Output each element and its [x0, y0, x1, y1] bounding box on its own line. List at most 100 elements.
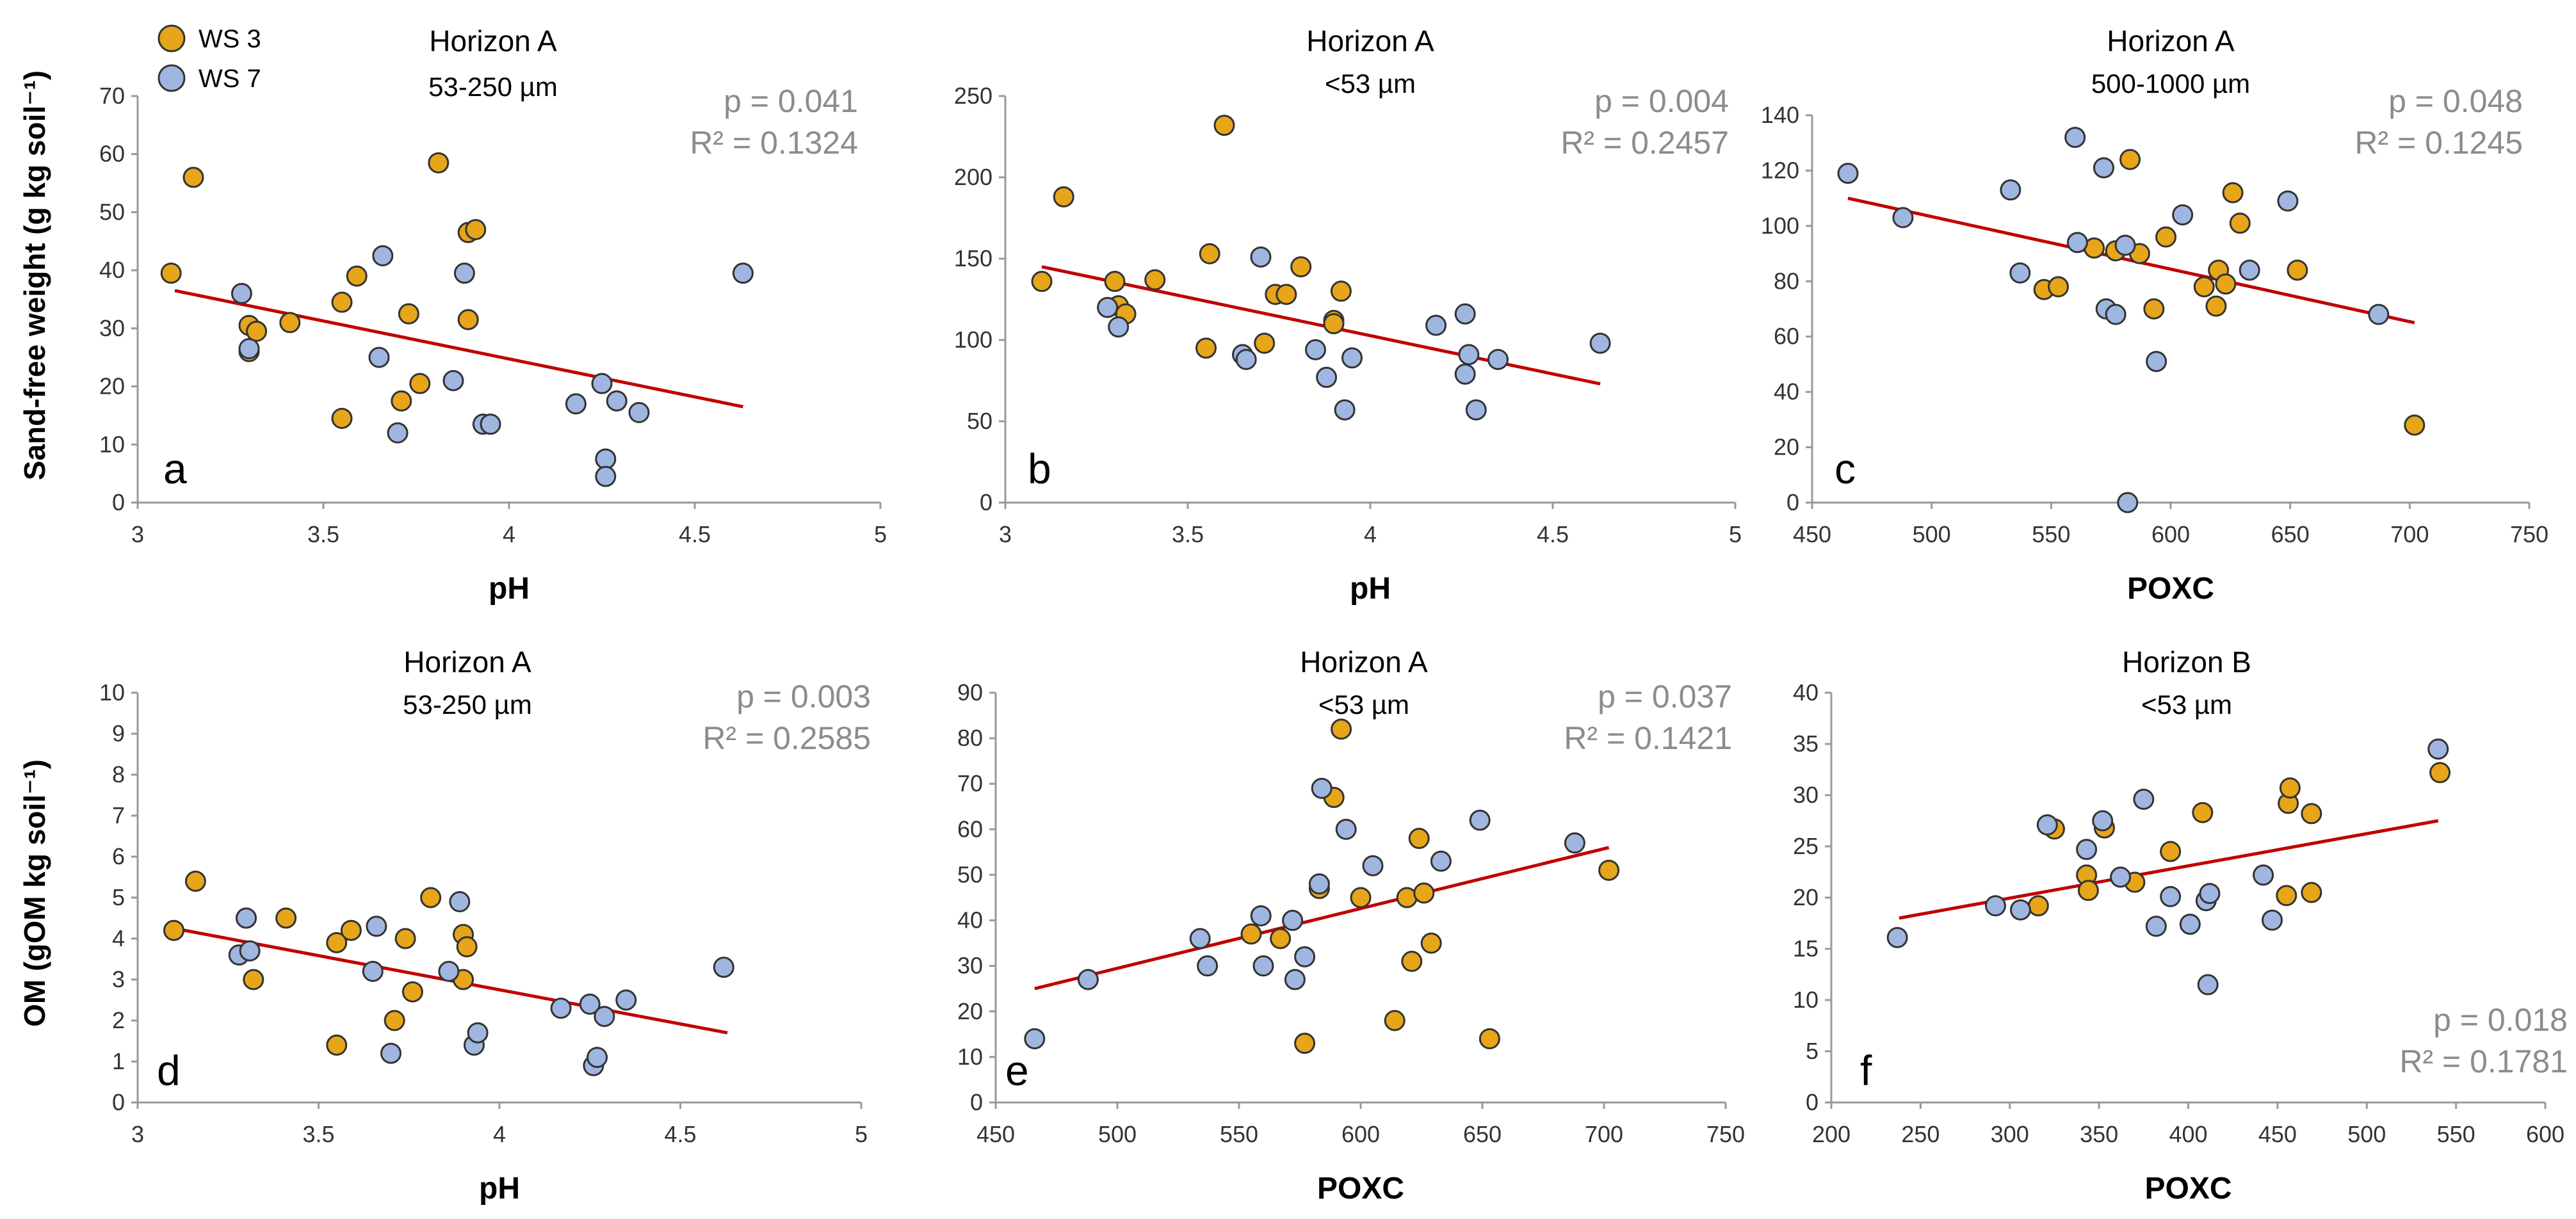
x-tick-label: 5 — [874, 521, 887, 547]
ws3-point — [346, 265, 368, 287]
x-tick-label: 3 — [131, 521, 144, 547]
ws3-point — [331, 291, 353, 313]
x-tick-label: 550 — [2032, 521, 2070, 547]
x-tick-label: 4.5 — [664, 1121, 696, 1147]
ws3-point — [401, 981, 423, 1003]
y-tick-label: 80 — [957, 725, 983, 751]
ws3-point — [1290, 256, 1312, 278]
ws3-point — [331, 407, 353, 429]
x-axis-label: POXC — [2127, 572, 2214, 606]
panel-a: Horizon A53-250 µm3 3.5 4 4.5 50102030405060… — [99, 24, 887, 606]
y-tick-label: 40 — [957, 907, 983, 933]
x-axis-label: POXC — [2144, 1172, 2232, 1206]
ws7-point — [2066, 232, 2088, 254]
ws3-point — [420, 887, 442, 908]
ws3-point — [184, 870, 206, 892]
y-tick-label: 150 — [954, 245, 992, 271]
p-value: p = 0.041 — [724, 83, 858, 119]
ws3-point — [340, 919, 362, 941]
y-tick-label: 1 — [112, 1048, 125, 1074]
x-tick-label: 3 — [999, 521, 1012, 547]
ws3-point — [394, 928, 416, 949]
x-tick-label: 5 — [855, 1121, 868, 1147]
ws3-point — [2215, 273, 2237, 295]
ws7-point — [1837, 163, 1859, 184]
panel-letter: d — [157, 1047, 181, 1094]
x-tick-label: 350 — [2080, 1121, 2118, 1147]
y-tick-label: 0 — [1806, 1089, 1819, 1115]
x-axis-label: pH — [479, 1172, 520, 1206]
ws3-point — [1199, 243, 1220, 264]
panel-title: Horizon A — [2107, 24, 2235, 58]
y-tick-label: 30 — [99, 315, 125, 341]
y-tick-label: 9 — [112, 720, 125, 747]
ws7-point — [1335, 818, 1357, 840]
ws7-point — [1334, 399, 1356, 421]
y-tick-label: 200 — [954, 164, 992, 190]
ws7-point — [239, 940, 261, 962]
x-tick-label: 450 — [1793, 521, 1831, 547]
ws7-point — [2277, 190, 2299, 212]
r-squared: R² = 0.1781 — [2399, 1044, 2568, 1079]
ws7-point — [1469, 809, 1491, 831]
x-tick-label: 650 — [1463, 1121, 1502, 1147]
ws3-point — [2048, 276, 2070, 298]
r-squared: R² = 0.1245 — [2354, 125, 2523, 161]
ws3-point — [391, 390, 412, 412]
p-value: p = 0.048 — [2388, 83, 2523, 119]
y-tick-label: 7 — [112, 802, 125, 828]
x-tick-label: 4.5 — [1537, 521, 1569, 547]
y-tick-label: 70 — [957, 770, 983, 796]
ws3-point — [1478, 1028, 1500, 1049]
x-axis-label: pH — [1350, 572, 1391, 606]
ws7-point — [1425, 314, 1447, 336]
panel-subtitle: 53-250 µm — [403, 690, 532, 720]
x-tick-label: 3.5 — [302, 1121, 334, 1147]
r-squared: R² = 0.2585 — [702, 720, 871, 756]
x-tick-label: 200 — [1812, 1121, 1851, 1147]
x-tick-label: 700 — [2390, 521, 2429, 547]
ws3-point — [1195, 337, 1217, 359]
x-tick-label: 650 — [2271, 521, 2310, 547]
ws3-point — [2077, 880, 2099, 901]
y-tick-label: 80 — [1774, 268, 1799, 294]
ws3-point — [456, 936, 478, 958]
trend-line — [1034, 846, 1610, 990]
ws7-point — [2114, 234, 2136, 256]
ws3-point — [1331, 718, 1352, 740]
ws7-point — [1235, 348, 1257, 370]
ws7-point — [1465, 399, 1487, 421]
ws7-point — [1341, 347, 1363, 369]
ws7-point — [362, 960, 384, 982]
ws7-point — [1252, 955, 1274, 977]
ws3-point — [409, 373, 431, 394]
ws3-point — [1254, 332, 1276, 354]
ws7-point — [380, 1042, 401, 1064]
ws3-point — [2404, 414, 2426, 436]
y-tick-label: 40 — [1774, 378, 1799, 405]
x-tick-label: 700 — [1585, 1121, 1623, 1147]
y-tick-label: 40 — [1793, 679, 1819, 706]
y-tick-label: 100 — [954, 327, 992, 353]
ws3-point — [2192, 802, 2214, 823]
x-tick-label: 3.5 — [1172, 521, 1204, 547]
ws7-point — [1250, 246, 1272, 268]
ws3-point — [326, 1034, 348, 1056]
y-tick-label: 0 — [970, 1089, 983, 1115]
y-tick-label: 140 — [1761, 102, 1799, 128]
panel-e: Horizon A <53 µm 450 500 550 600 650 700 750 0 10 2… — [957, 645, 1745, 1206]
panel-subtitle: 500-1000 µm — [2091, 69, 2250, 99]
panel-letter: c — [1835, 445, 1856, 492]
ws3-point — [1144, 269, 1166, 291]
y-tick-label: 90 — [957, 679, 983, 706]
ws7-point — [449, 891, 471, 912]
ws3-point — [2119, 149, 2141, 170]
y-tick-label: 60 — [1774, 323, 1799, 350]
ws3-point — [1240, 923, 1262, 945]
ws7-point — [1589, 332, 1611, 354]
y-tick-label: 6 — [112, 843, 125, 869]
ws7-point — [1108, 316, 1130, 338]
x-tick-label: 600 — [2526, 1121, 2564, 1147]
x-tick-label: 4 — [493, 1121, 506, 1147]
ws3-point — [279, 312, 301, 334]
